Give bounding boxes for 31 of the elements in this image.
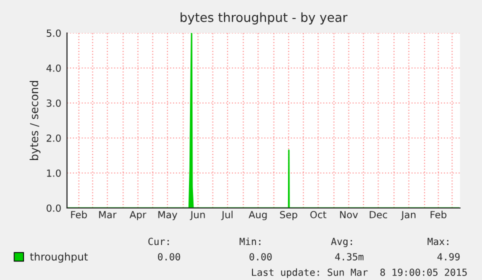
y-tick-label: 4.0 xyxy=(46,64,61,72)
text: 0.00 xyxy=(158,253,180,260)
text: Min: xyxy=(240,238,260,245)
text: Last update: Sun Mar 8 19:00:05 2015 xyxy=(252,268,467,278)
y-tick-label: 2.0 xyxy=(46,134,61,142)
x-tick-label: Jul xyxy=(221,210,232,220)
text: Max: xyxy=(428,238,448,246)
y-tick-label: 3.0 xyxy=(46,99,61,107)
y-tick-label: 5.0 xyxy=(46,29,61,37)
x-tick-label: Jan xyxy=(400,211,416,220)
text: Cur: xyxy=(148,238,169,246)
x-tick-label: Apr xyxy=(130,211,146,220)
x-tick-label: Oct xyxy=(310,210,326,218)
x-tick-label: Dec xyxy=(370,211,388,218)
x-tick-label: Sep xyxy=(280,210,298,220)
text: 4.99 xyxy=(437,253,460,260)
x-tick-label: Jun xyxy=(190,211,205,220)
text: Avg: xyxy=(331,238,352,248)
y-tick-label: 0.0 xyxy=(46,204,61,212)
x-tick-label: Mar xyxy=(99,211,117,218)
y-axis-title: bytes / second xyxy=(30,80,40,160)
chart-title: bytes throughput - by year xyxy=(180,12,348,24)
text: 4.35m xyxy=(335,253,364,260)
x-tick-label: Aug xyxy=(248,211,267,220)
text: 0.00 xyxy=(250,253,272,260)
legend-label: throughput xyxy=(30,252,88,263)
y-tick-label: 1.0 xyxy=(47,169,61,177)
x-tick-label: Feb xyxy=(71,210,87,218)
x-tick-label: Feb xyxy=(430,210,446,218)
x-tick-label: Nov xyxy=(340,211,358,218)
x-tick-label: May xyxy=(158,211,178,220)
